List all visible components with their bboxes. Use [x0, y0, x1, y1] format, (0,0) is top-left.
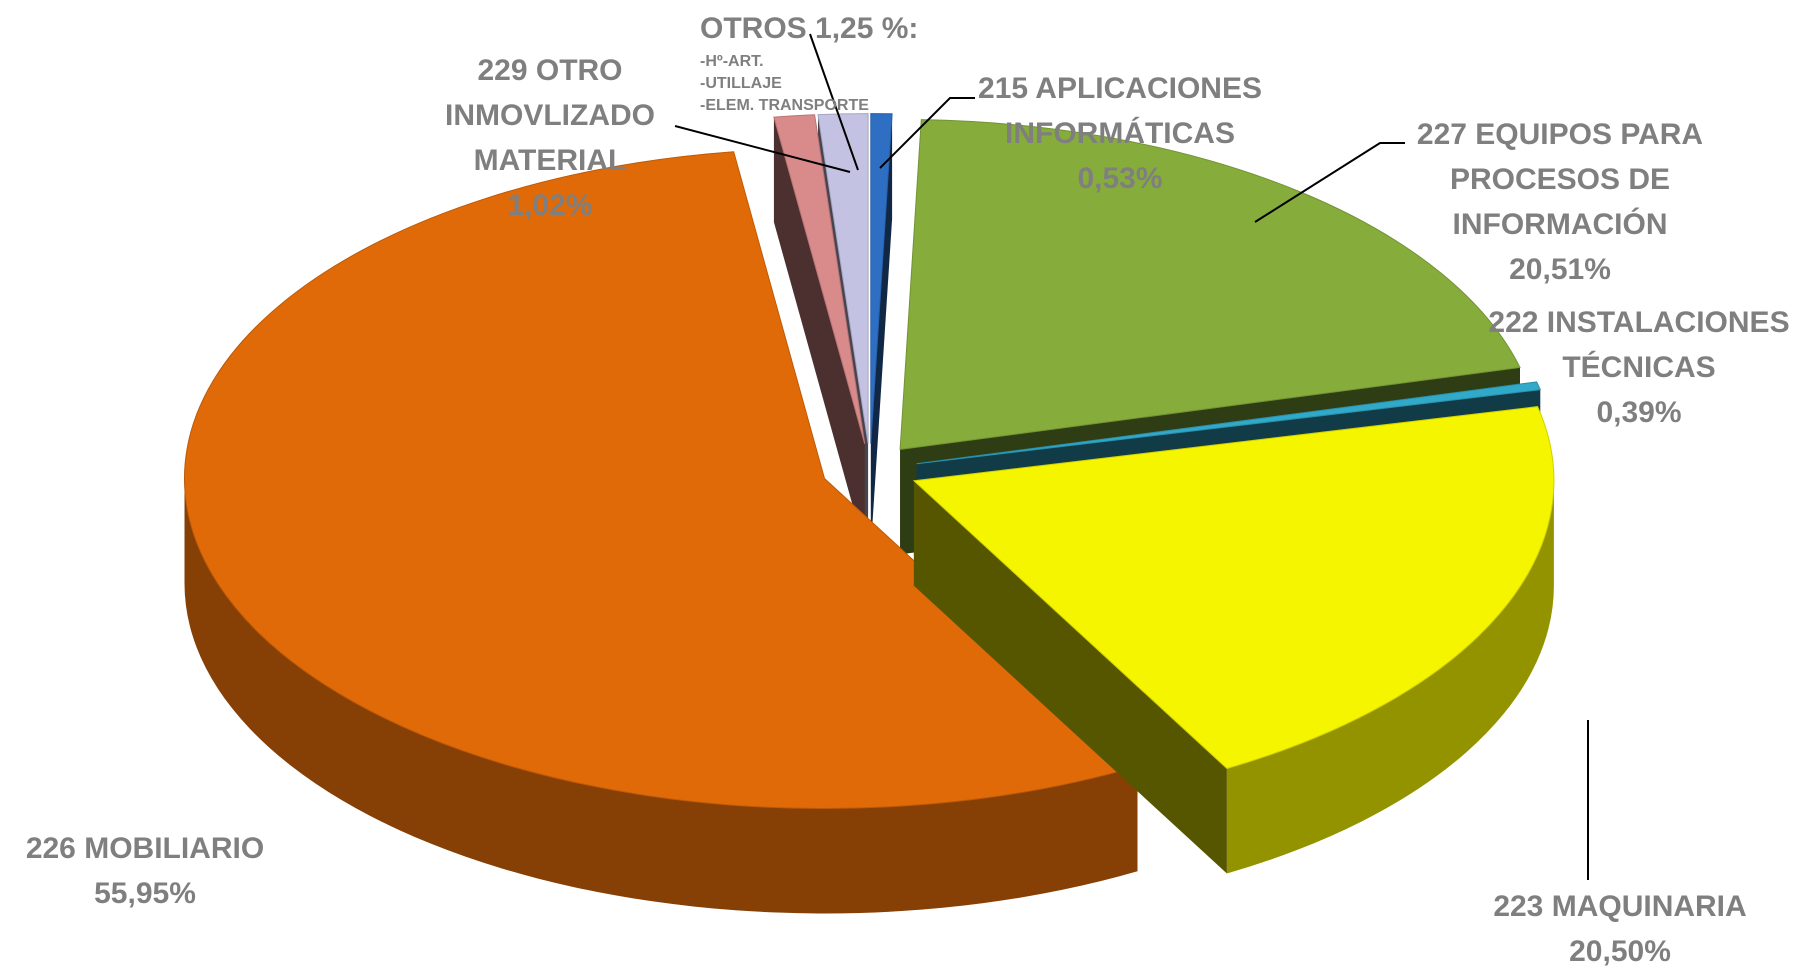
otros-item: -Hº-ART. [700, 53, 764, 70]
slice-label: OTROS 1,25 %: -Hº-ART. -UTILLAJE -ELEM. … [700, 6, 940, 117]
slices [184, 113, 1555, 914]
slice-label: 223 MAQUINARIA 20,50% [1460, 884, 1780, 974]
value-label: 55,95% [94, 877, 196, 910]
category: OTROS [700, 12, 807, 45]
leader-line [1254, 142, 1405, 223]
slice-top [870, 113, 893, 444]
slice-side [1226, 480, 1554, 874]
category: 229 OTRO INMOVLIZADO MATERIAL [445, 54, 655, 177]
slice-wall [870, 113, 893, 549]
leader-line [809, 33, 859, 171]
slice-top [916, 381, 1542, 465]
slice-top [184, 151, 1139, 809]
category: 222 INSTALACIONES TÉCNICAS [1488, 306, 1790, 384]
leader-line [879, 97, 975, 169]
category: 215 APLICACIONES INFORMÁTICAS [978, 72, 1262, 150]
slice-top [773, 114, 866, 444]
leader-lines [674, 33, 1589, 880]
leader-line [674, 125, 851, 173]
slice-label: 222 INSTALACIONES TÉCNICAS 0,39% [1480, 300, 1798, 435]
slice-top [817, 113, 869, 444]
value-label: 1,02% [507, 189, 593, 222]
otros-heading: OTROS 1,25 %: [700, 6, 940, 51]
category: 227 EQUIPOS PARA PROCESOS DE INFORMACIÓN [1416, 118, 1704, 241]
value-label: 0,53% [1077, 162, 1163, 195]
slice-label: 215 APLICACIONES INFORMÁTICAS 0,53% [960, 66, 1280, 201]
slice-label: 229 OTRO INMOVLIZADO MATERIAL 1,02% [420, 48, 680, 228]
slice-label: 227 EQUIPOS PARA PROCESOS DE INFORMACIÓN… [1400, 112, 1720, 292]
value-label: 20,51% [1509, 253, 1611, 286]
value-label: 1,25 %: [815, 12, 919, 45]
otros-item: -ELEM. TRANSPORTE [700, 97, 869, 114]
slice-label: 226 MOBILIARIO 55,95% [0, 826, 290, 916]
value-label: 0,39% [1596, 396, 1682, 429]
value-label: 20,50% [1569, 935, 1671, 968]
otros-item: -UTILLAJE [700, 75, 782, 92]
slice-wall [773, 117, 865, 549]
slice-side [184, 478, 1138, 914]
category: 226 MOBILIARIO [25, 832, 265, 865]
category: 223 MAQUINARIA [1493, 890, 1747, 923]
slice-top [912, 406, 1555, 770]
slice-wall [913, 480, 1227, 874]
